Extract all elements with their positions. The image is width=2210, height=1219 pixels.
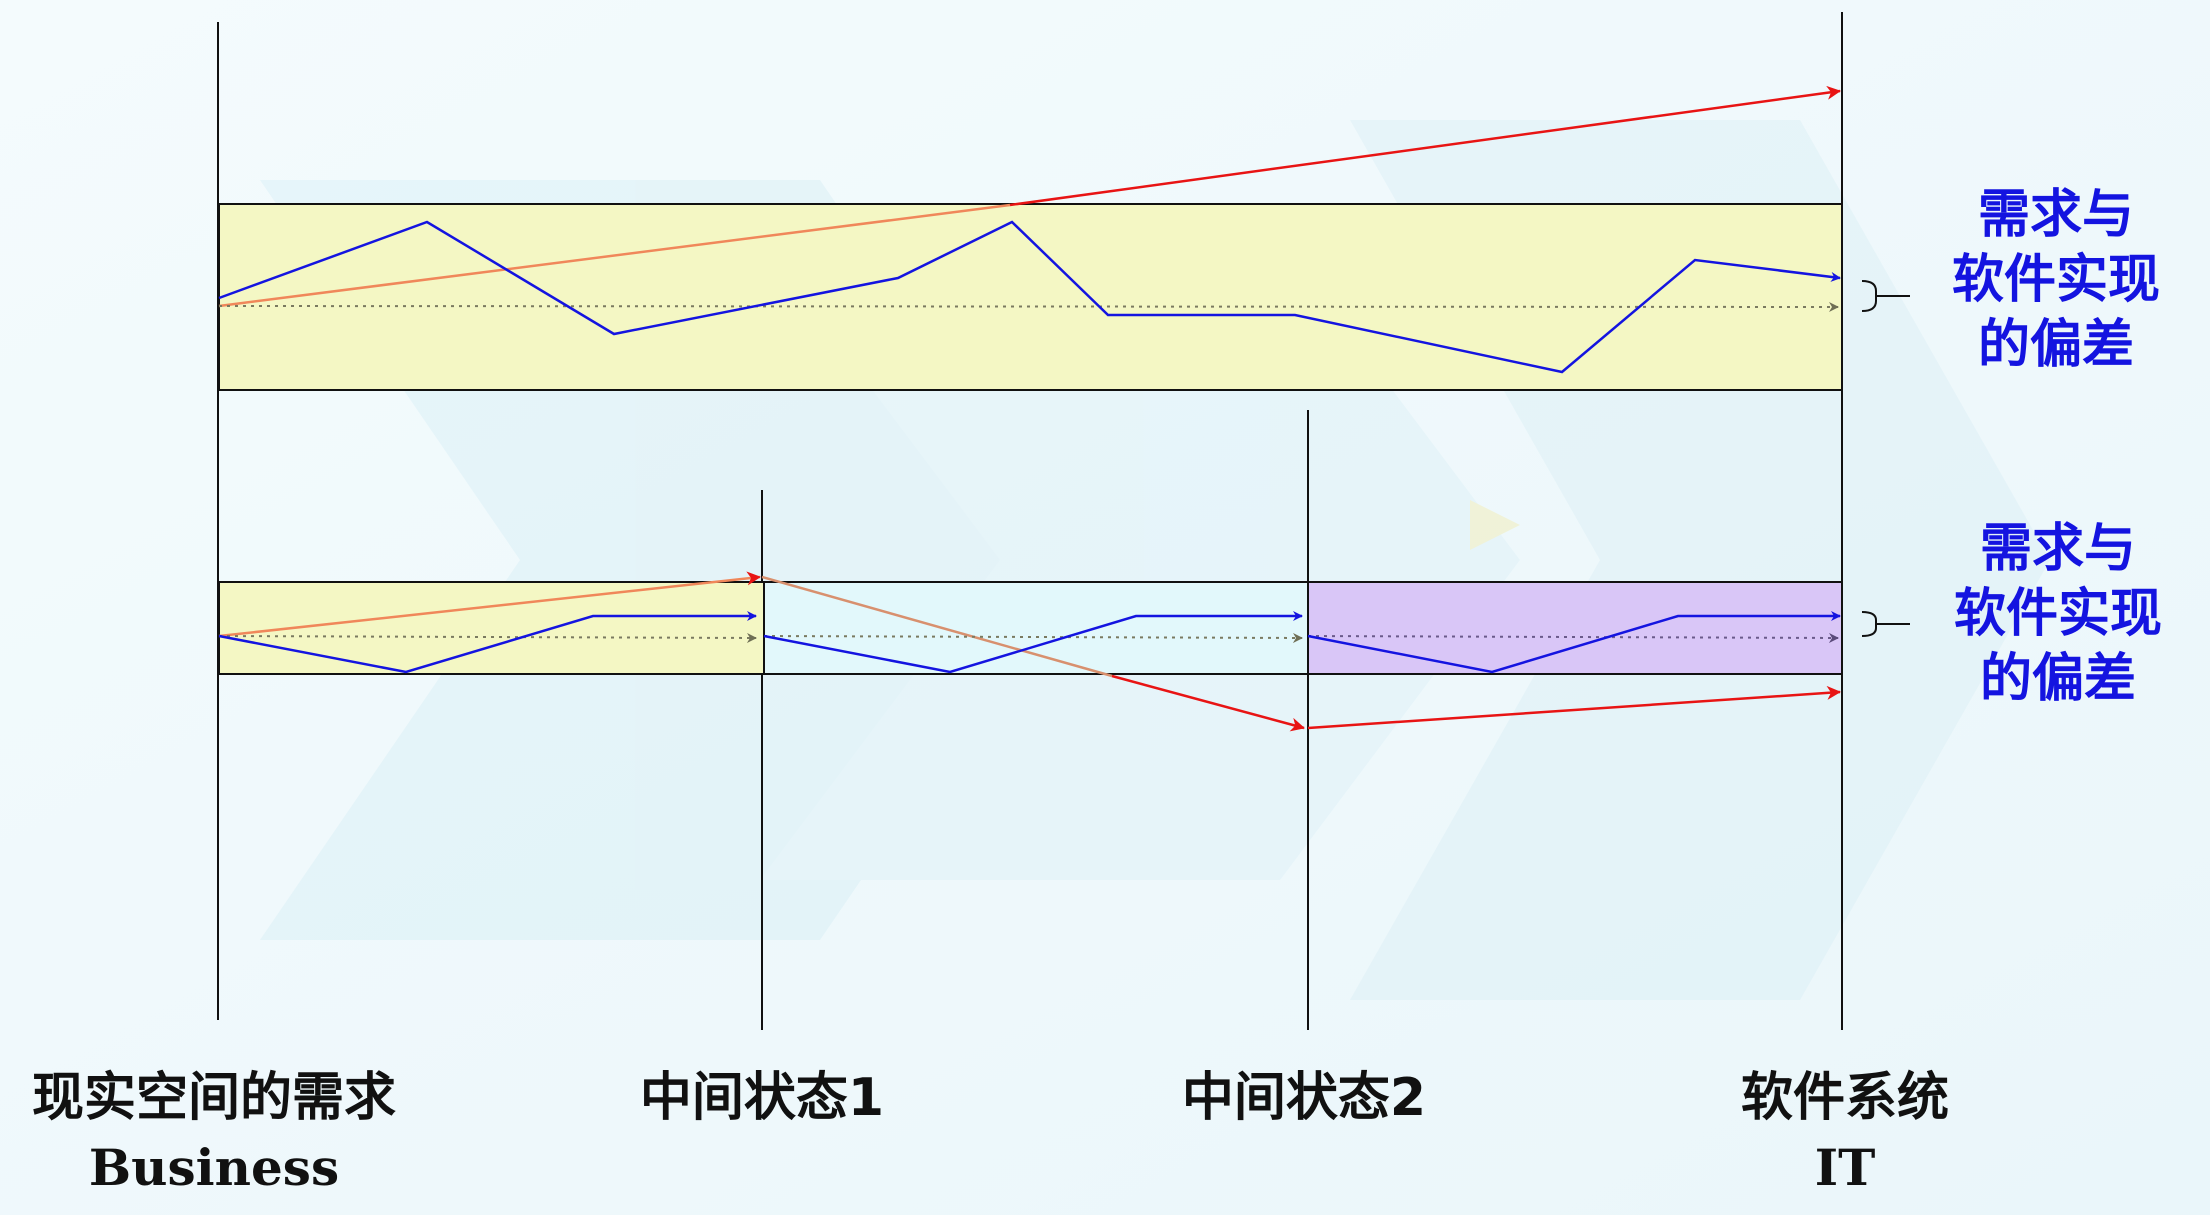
bottom-callout: 需求与 软件实现 的偏差 [1954,519,2162,709]
top-direct-path-arrow [1009,85,1841,207]
top-direct-path-inside [218,203,1011,308]
bottom-band-stage-2 [763,581,1309,675]
bottom-band-stage-1 [218,581,765,675]
top-callout: 需求与 软件实现 的偏差 [1952,185,2160,375]
bottom-direct-path-stage-2-inside [761,575,1113,678]
bottom-callout-line-3: 的偏差 [1980,649,2136,709]
stage-labels: 现实空间的需求 Business 中间状态1 中间状态2 软件系统 IT [32,1068,1949,1197]
stage-label-software: 软件系统 [1741,1068,1949,1128]
bottom-callout-line-1: 需求与 [1980,519,2136,579]
bottom-callout-line-2: 软件实现 [1954,584,2162,644]
top-callout-line-2: 软件实现 [1952,250,2160,310]
bottom-requirement-path-stage-2 [763,611,1303,674]
bottom-requirement-path-stage-3 [1307,611,1841,674]
stage-label-intermediate-2: 中间状态2 [1182,1068,1426,1128]
top-deviation-band [218,203,1843,391]
stage-label-business: 现实空间的需求 [32,1068,396,1128]
stage-sublabel-software: IT [1815,1138,1876,1197]
top-requirement-path [218,220,1841,374]
bottom-direct-path-stage-1 [218,571,761,638]
stage-sublabel-business: Business [89,1138,339,1197]
bottom-ideal-path-stage-2 [763,632,1303,643]
bottom-direct-path-stage-3 [1307,685,1841,730]
bottom-band-stage-3 [1307,581,1843,675]
bottom-ideal-path-stage-1 [218,632,757,643]
top-callout-line-3: 的偏差 [1978,315,2134,375]
stage-label-intermediate-1: 中间状态1 [640,1068,884,1128]
top-callout-line-1: 需求与 [1978,185,2134,245]
bottom-ideal-path-stage-3 [1307,632,1839,643]
top-callout-brace [1861,280,1890,312]
bottom-requirement-path-stage-1 [218,611,757,674]
top-ideal-path [218,301,1839,312]
bottom-callout-brace [1861,611,1890,637]
bottom-direct-path-stage-2 [1111,674,1305,732]
